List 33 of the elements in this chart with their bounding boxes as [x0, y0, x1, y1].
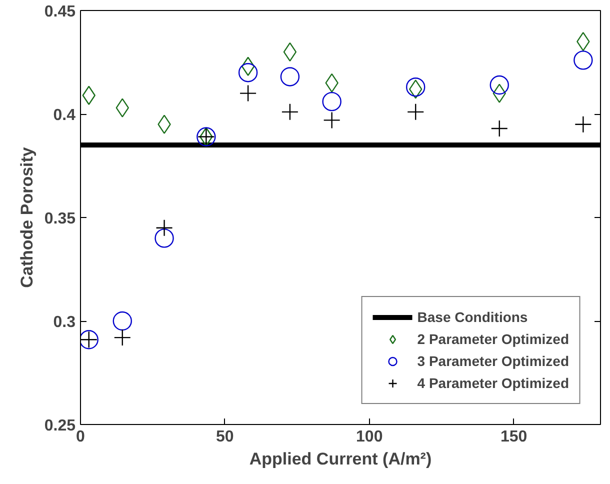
point — [154, 228, 174, 248]
x-tick-label: 0 — [76, 428, 86, 446]
point — [574, 116, 592, 133]
point — [241, 56, 255, 76]
x-tick-label: 50 — [216, 428, 234, 446]
y-tick-label: 0.45 — [44, 4, 76, 20]
legend-label: 3 Parameter Optimized — [417, 353, 569, 369]
point — [490, 120, 508, 138]
x-axis-title: Applied Current (A/m²) — [249, 450, 432, 468]
legend-label: Base Conditions — [417, 309, 528, 325]
point — [114, 328, 131, 346]
y-tick-label: 0.35 — [44, 210, 76, 228]
y-axis-title: Cathode Porosity — [17, 146, 36, 288]
point — [407, 103, 424, 121]
point — [112, 311, 132, 331]
point — [239, 84, 257, 102]
point — [238, 63, 258, 82]
point — [283, 42, 297, 62]
point — [406, 78, 426, 97]
point — [490, 75, 509, 95]
point — [322, 92, 342, 112]
y-tick-label: 0.4 — [53, 107, 76, 124]
point — [574, 50, 593, 70]
point — [323, 112, 340, 129]
legend-label: 4 Parameter Optimized — [417, 375, 569, 391]
legend-label: 2 Parameter Optimized — [417, 331, 569, 347]
x-tick-label: 150 — [500, 428, 528, 446]
x-tick-label: 100 — [356, 428, 383, 446]
y-tick-label: 0.3 — [53, 314, 76, 331]
point — [156, 219, 173, 236]
point — [281, 103, 299, 121]
y-tick-label: 0.25 — [44, 418, 76, 434]
point — [280, 67, 300, 86]
